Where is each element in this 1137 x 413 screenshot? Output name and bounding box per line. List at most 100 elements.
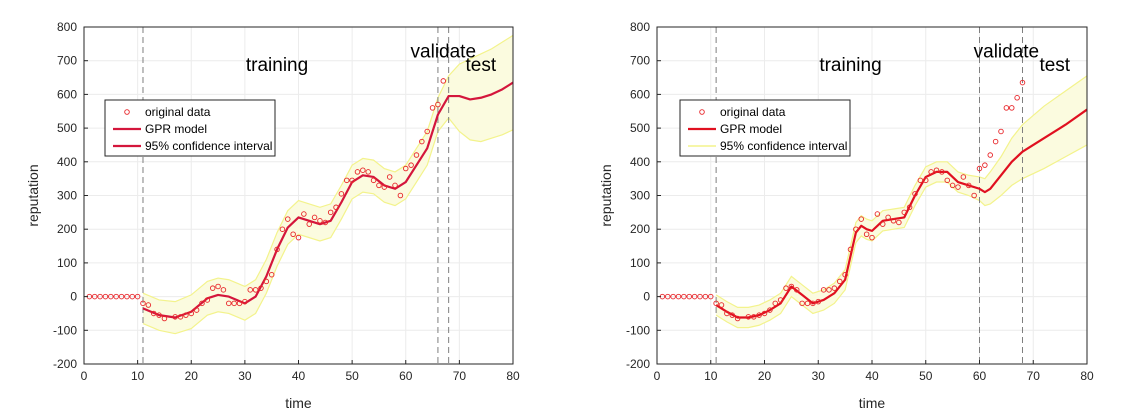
y-tick-label: -200 bbox=[626, 357, 650, 371]
legend: original data GPR model 95% confidence int… bbox=[104, 99, 276, 157]
data-point bbox=[939, 169, 945, 175]
data-point bbox=[718, 302, 725, 308]
data-point bbox=[263, 278, 270, 285]
data-point bbox=[724, 310, 730, 317]
data-point bbox=[226, 300, 232, 307]
data-point bbox=[177, 314, 184, 320]
data-point bbox=[971, 192, 977, 199]
data-point bbox=[998, 128, 1004, 135]
data-point bbox=[880, 221, 886, 227]
region-label-test: test bbox=[1039, 55, 1070, 76]
data-point bbox=[756, 312, 762, 318]
data-point bbox=[193, 307, 200, 313]
data-point bbox=[145, 302, 152, 308]
data-point bbox=[424, 128, 430, 135]
data-point bbox=[397, 192, 404, 199]
data-point bbox=[697, 293, 703, 300]
data-point bbox=[365, 169, 371, 175]
plot-right: 0 10 20 30 40 50 60 70 80 -200 -100 0 100 200 300 400 50… bbox=[598, 20, 1094, 411]
data-point bbox=[285, 216, 291, 222]
data-point bbox=[783, 285, 789, 291]
x-tick-label: 50 bbox=[345, 369, 359, 383]
data-point bbox=[311, 214, 318, 221]
data-point bbox=[681, 293, 687, 300]
data-point bbox=[966, 182, 972, 189]
data-point bbox=[858, 216, 865, 222]
x-tick-label: 0 bbox=[81, 369, 88, 383]
y-tick-label: 500 bbox=[57, 121, 77, 135]
data-point bbox=[949, 182, 956, 189]
data-point bbox=[734, 315, 741, 322]
y-tick-label: 800 bbox=[630, 20, 650, 34]
data-point bbox=[960, 174, 967, 180]
data-point bbox=[885, 214, 891, 221]
legend: original data GPR model 95% confidence int… bbox=[679, 99, 851, 157]
data-point bbox=[820, 287, 827, 293]
y-tick-label: 700 bbox=[57, 54, 77, 68]
confidence-upper-line bbox=[715, 75, 1088, 308]
data-point bbox=[220, 287, 227, 293]
data-point bbox=[376, 182, 382, 189]
y-tick-label: 800 bbox=[57, 20, 77, 34]
data-point bbox=[118, 293, 125, 300]
x-axis-label: time bbox=[285, 395, 312, 411]
data-point bbox=[912, 191, 918, 197]
data-point bbox=[1009, 105, 1015, 111]
data-point bbox=[381, 184, 388, 190]
gpr-model-line bbox=[715, 108, 1088, 319]
legend-entry: GPR model bbox=[145, 122, 207, 136]
data-point bbox=[665, 293, 671, 300]
data-point bbox=[279, 226, 286, 232]
data-point bbox=[161, 315, 168, 322]
x-tick-label: 60 bbox=[399, 369, 413, 383]
data-point bbox=[906, 204, 913, 211]
data-point bbox=[863, 231, 870, 238]
data-point bbox=[290, 231, 296, 238]
data-point bbox=[992, 138, 999, 145]
x-tick-label: 40 bbox=[865, 369, 879, 383]
data-point bbox=[853, 226, 859, 232]
y-tick-label: 200 bbox=[57, 222, 77, 236]
data-point bbox=[917, 177, 924, 184]
data-point bbox=[847, 246, 854, 253]
x-tick-label: 60 bbox=[973, 369, 987, 383]
data-point bbox=[799, 300, 805, 307]
data-point bbox=[901, 209, 908, 216]
data-point bbox=[124, 293, 130, 300]
confidence-lower-line bbox=[715, 144, 1088, 329]
data-point bbox=[172, 314, 178, 320]
data-point bbox=[751, 314, 757, 320]
y-tick-label: 500 bbox=[630, 121, 650, 135]
data-point bbox=[91, 293, 98, 300]
y-tick-label: 600 bbox=[630, 87, 650, 101]
data-point bbox=[113, 293, 119, 300]
y-tick-label: -100 bbox=[53, 323, 77, 337]
data-point bbox=[982, 162, 988, 168]
data-point bbox=[987, 152, 994, 158]
data-point bbox=[831, 285, 838, 291]
data-point bbox=[869, 234, 875, 241]
data-point bbox=[686, 293, 693, 300]
data-point bbox=[928, 169, 934, 175]
data-point bbox=[102, 293, 109, 300]
data-point bbox=[188, 310, 194, 317]
confidence-upper-line bbox=[142, 34, 514, 303]
data-point bbox=[837, 278, 843, 285]
data-point bbox=[815, 298, 822, 305]
data-point bbox=[842, 271, 848, 278]
data-point bbox=[794, 287, 800, 293]
data-point bbox=[890, 218, 897, 224]
data-point bbox=[134, 293, 141, 300]
data-point bbox=[247, 287, 253, 293]
data-point bbox=[777, 297, 784, 303]
data-point bbox=[268, 271, 275, 278]
y-tick-label: 100 bbox=[57, 256, 77, 270]
y-tick-label: 200 bbox=[630, 222, 650, 236]
data-point bbox=[97, 293, 103, 300]
x-tick-label: 70 bbox=[453, 369, 467, 383]
x-tick-label: 50 bbox=[919, 369, 933, 383]
data-point bbox=[392, 182, 398, 189]
data-point bbox=[333, 204, 339, 211]
data-point bbox=[923, 177, 929, 184]
